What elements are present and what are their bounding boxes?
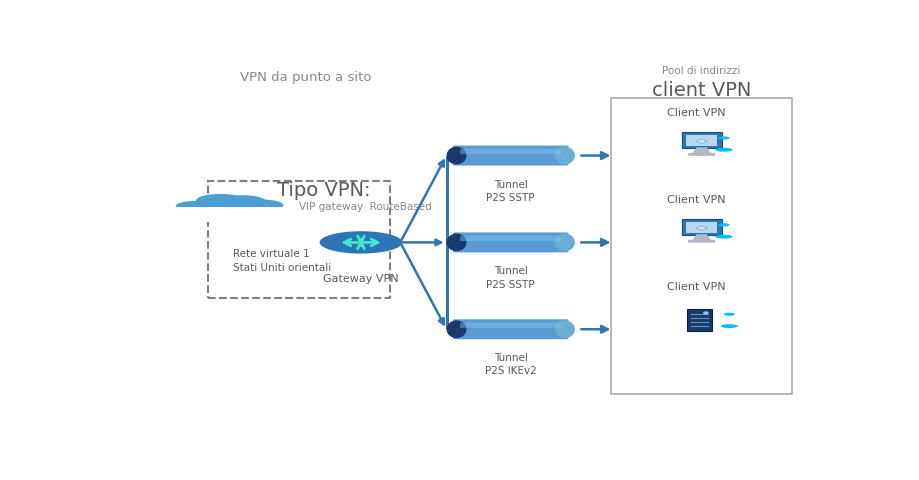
Text: client VPN: client VPN <box>651 82 750 100</box>
Ellipse shape <box>715 148 732 152</box>
Circle shape <box>702 312 708 314</box>
Text: Tunnel
P2S IKEv2: Tunnel P2S IKEv2 <box>484 353 536 376</box>
Text: Client VPN: Client VPN <box>666 282 724 292</box>
Text: VPN da punto a sito: VPN da punto a sito <box>240 71 371 84</box>
Ellipse shape <box>196 194 244 207</box>
Text: Client VPN: Client VPN <box>666 108 724 118</box>
Text: Rete virtuale 1: Rete virtuale 1 <box>233 249 309 259</box>
FancyBboxPatch shape <box>460 149 561 154</box>
Text: Client VPN: Client VPN <box>666 195 724 205</box>
Ellipse shape <box>718 223 729 227</box>
Ellipse shape <box>554 320 574 338</box>
FancyBboxPatch shape <box>686 309 711 331</box>
Text: Tunnel
P2S SSTP: Tunnel P2S SSTP <box>486 180 534 203</box>
Ellipse shape <box>225 200 278 214</box>
FancyBboxPatch shape <box>687 153 714 156</box>
FancyBboxPatch shape <box>452 232 568 252</box>
FancyBboxPatch shape <box>687 240 714 243</box>
Ellipse shape <box>319 231 402 253</box>
Ellipse shape <box>554 234 574 251</box>
FancyBboxPatch shape <box>460 323 561 328</box>
Ellipse shape <box>243 200 283 211</box>
Ellipse shape <box>176 201 214 211</box>
Text: Pool di indirizzi: Pool di indirizzi <box>662 66 740 75</box>
Polygon shape <box>695 226 707 230</box>
FancyBboxPatch shape <box>452 319 568 339</box>
Polygon shape <box>691 147 711 154</box>
Text: Gateway VPN: Gateway VPN <box>323 274 398 284</box>
FancyBboxPatch shape <box>681 132 721 148</box>
Text: VIP gateway  RouteBased: VIP gateway RouteBased <box>299 202 431 212</box>
Ellipse shape <box>720 324 737 328</box>
Polygon shape <box>691 234 711 241</box>
Ellipse shape <box>177 201 227 215</box>
Ellipse shape <box>446 234 466 251</box>
Ellipse shape <box>446 320 466 338</box>
FancyBboxPatch shape <box>686 135 716 146</box>
Text: Stati Uniti orientali: Stati Uniti orientali <box>233 263 331 273</box>
FancyBboxPatch shape <box>452 145 568 166</box>
Bar <box>165 207 292 223</box>
Ellipse shape <box>446 147 466 165</box>
Ellipse shape <box>718 136 729 140</box>
Text: Tunnel
P2S SSTP: Tunnel P2S SSTP <box>486 266 534 289</box>
FancyBboxPatch shape <box>460 236 561 241</box>
Ellipse shape <box>219 195 266 208</box>
FancyBboxPatch shape <box>681 219 721 235</box>
Ellipse shape <box>723 313 734 316</box>
Ellipse shape <box>554 147 574 165</box>
Polygon shape <box>695 139 707 144</box>
Ellipse shape <box>193 196 263 215</box>
Ellipse shape <box>715 235 732 239</box>
Text: Tipo VPN:: Tipo VPN: <box>277 181 369 200</box>
FancyBboxPatch shape <box>686 222 716 233</box>
